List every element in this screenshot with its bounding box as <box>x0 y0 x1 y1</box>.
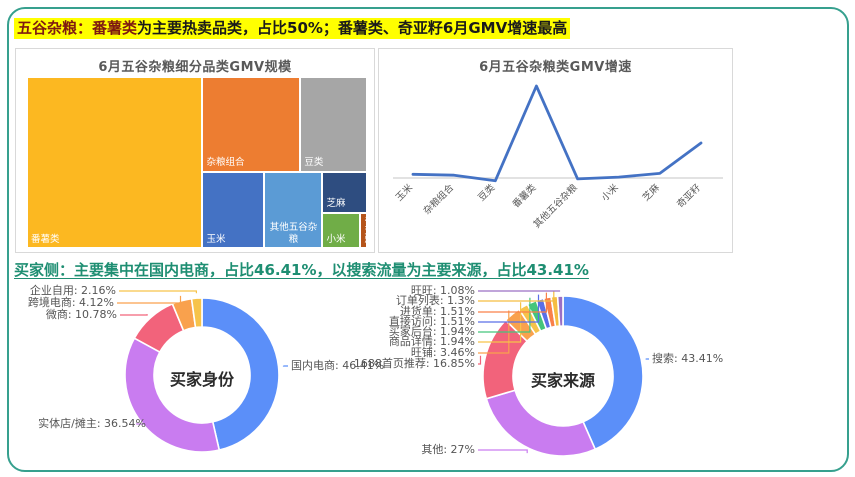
treemap-panel: 6月五谷杂粮细分品类GMV规模 番薯类 杂粮组合 豆类玉米 其他五谷杂粮 芝麻小米 奇亚籽 <box>15 48 375 253</box>
donut-label: 实体店/摊主: 36.54% <box>38 416 146 430</box>
x-tick-label: 芝麻 <box>640 181 662 203</box>
treemap-block: 豆类 <box>300 77 367 172</box>
treemap-block: 番薯类 <box>27 77 203 248</box>
donut-label: 直接访问: 1.51% <box>389 314 475 328</box>
donut-label-leader <box>478 294 540 323</box>
treemap-block: 玉米 <box>202 171 264 248</box>
section1-lead-text: 五谷杂粮：番薯类 <box>17 19 138 37</box>
donut-label: 1688首页推荐: 16.85% <box>354 356 475 370</box>
donut-label-leader <box>478 310 510 354</box>
donut-charts: 国内电商: 46.41% 实体店/摊主: 36.54% 微商: 10.78%跨境电商… <box>28 283 723 457</box>
donut-label: 国内电商: 46.41% <box>291 358 384 372</box>
treemap-block-label: 番薯类 <box>31 233 60 245</box>
x-tick-label: 小米 <box>599 181 621 203</box>
treemap-block-label: 芝麻 <box>326 198 346 210</box>
donut-label: 买家后台: 1.94% <box>389 324 475 338</box>
donut-slice <box>562 295 644 451</box>
donut-label-leader <box>478 302 522 343</box>
donut-label-leader <box>645 358 649 360</box>
donut-slice <box>190 297 203 329</box>
donut-slice <box>124 337 221 453</box>
donut-label: 微商: 10.78% <box>46 307 117 321</box>
donut-label-leader <box>136 423 149 425</box>
donut-label-leader <box>120 314 148 316</box>
donut-label-leader <box>119 290 197 294</box>
x-tick-label: 奇亚籽 <box>674 181 703 210</box>
section2-headline: 买家侧：主要集中在国内电商，占比46.41%，以搜索流量为主要来源，占比43.4… <box>14 261 589 279</box>
donut-label: 搜索: 43.41% <box>652 351 723 365</box>
treemap-block-label: 奇亚籽 <box>362 215 367 245</box>
x-tick-label: 玉米 <box>393 181 415 203</box>
donut-label: 旺铺: 3.46% <box>411 346 475 359</box>
x-tick-label: 杂粮组合 <box>421 181 457 217</box>
donut-label: 订单列表: 1.3% <box>396 293 475 307</box>
headline-highlight: 五谷杂粮：番薯类为主要热卖品类，占比50%；番薯类、奇亚籽6月GMV增速最高 <box>14 18 571 39</box>
treemap-block-label: 豆类 <box>304 157 324 169</box>
treemap-block: 芝麻 <box>322 171 367 213</box>
donut-label: 跨境电商: 4.12% <box>28 295 114 309</box>
x-tick-label: 番薯类 <box>510 181 539 210</box>
donut-label-leader <box>478 355 482 365</box>
donut-label: 商品详情: 1.94% <box>389 334 475 348</box>
section1-headline: 五谷杂粮：番薯类为主要热卖品类，占比50%；番薯类、奇亚籽6月GMV增速最高 <box>14 18 571 39</box>
donut-label-leader <box>117 295 182 304</box>
treemap-block-label: 小米 <box>326 233 346 245</box>
treemap-block: 其他五谷杂粮 <box>263 171 323 248</box>
treemap-block-label: 杂粮组合 <box>206 157 245 169</box>
donut-label-leader <box>478 449 528 454</box>
donut-slice <box>556 295 564 327</box>
treemap-block: 小米 <box>322 212 360 248</box>
donut-label: 其他: 27% <box>421 443 475 456</box>
treemap-block-label: 玉米 <box>206 233 226 245</box>
treemap-block: 杂粮组合 <box>202 77 301 172</box>
gmv-growth-line <box>411 84 703 183</box>
donut-slice <box>201 297 280 452</box>
x-tick-label: 豆类 <box>475 181 497 203</box>
donut-label-leader <box>478 291 555 302</box>
section1-rest-text: 为主要热卖品类，占比50%；番薯类、奇亚籽6月GMV增速最高 <box>137 19 568 37</box>
donut-label-leader <box>478 292 548 313</box>
donut2-center-title: 买家来源 <box>530 371 595 390</box>
treemap-block: 奇亚籽 <box>359 212 367 248</box>
donut-slice <box>485 389 597 457</box>
x-tick-label: 其他五谷杂粮 <box>531 181 580 230</box>
donut-label: 进货单: 1.51% <box>400 304 475 318</box>
line-chart-title: 6月五谷杂粮类GMV增速 <box>479 60 632 75</box>
treemap-block-label: 其他五谷杂粮 <box>269 222 318 245</box>
donut-label: 旺旺: 1.08% <box>411 284 475 297</box>
donut-label: 企业自用: 2.16% <box>30 283 116 297</box>
donut1-center-title: 买家身份 <box>169 370 234 389</box>
line-chart-panel: 6月五谷杂粮类GMV增速 玉米 杂粮组合 豆类 番薯类 其他五谷杂粮 小米 芝麻 奇亚籽 <box>378 48 733 253</box>
treemap-title: 6月五谷杂粮细分品类GMV规模 <box>98 60 292 75</box>
treemap-chart: 番薯类 杂粮组合 豆类玉米 其他五谷杂粮 芝麻小米 奇亚籽 <box>27 77 367 248</box>
donut-label-leader <box>478 297 531 333</box>
